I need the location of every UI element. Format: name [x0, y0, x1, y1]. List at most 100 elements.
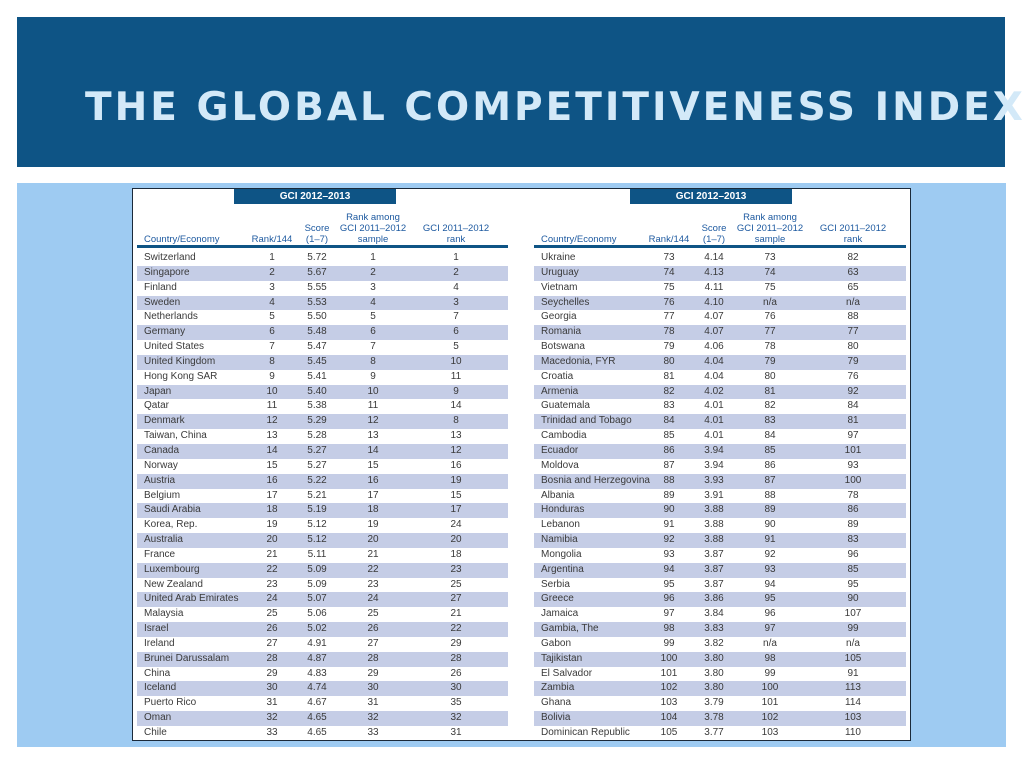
- cell-rank-among: 33: [367, 727, 379, 738]
- cell-score: 3.87: [704, 548, 724, 560]
- cell-prev-rank: 22: [450, 623, 462, 635]
- cell-score: 3.82: [704, 637, 724, 649]
- table-row: Mongolia 93 3.87 92 96: [534, 548, 906, 563]
- cell-rank-among: 8: [370, 355, 376, 367]
- cell-prev-rank: 103: [844, 712, 862, 724]
- table-row: Oman 32 4.65 32 32: [137, 711, 508, 726]
- cell-rank: 87: [663, 459, 675, 471]
- cell-rank: 83: [663, 400, 675, 412]
- cell-score: 4.14: [704, 252, 724, 263]
- table-row: Sweden 4 5.53 4 3: [137, 295, 508, 311]
- cell-rank-among: 31: [367, 697, 379, 709]
- cell-prev-rank: 89: [847, 519, 859, 531]
- cell-rank-among: 81: [764, 385, 776, 397]
- cell-rank-among: 97: [764, 623, 776, 635]
- cell-score: 5.22: [307, 474, 327, 486]
- cell-country: United States: [144, 341, 205, 353]
- cell-country: Uruguay: [541, 266, 579, 278]
- gci-table-figure: GCI 2012–2013 Country/Economy Rank/144 S…: [132, 188, 911, 741]
- cell-rank-among: 80: [764, 370, 776, 382]
- cell-rank: 1: [269, 252, 275, 263]
- cell-score: 3.88: [704, 534, 724, 546]
- cell-rank-among: 103: [761, 727, 779, 738]
- cell-country: Gambia, The: [541, 623, 599, 635]
- cell-rank-among: 89: [764, 504, 776, 516]
- cell-prev-rank: 24: [450, 519, 462, 531]
- cell-rank: 84: [663, 415, 675, 427]
- cell-rank: 16: [266, 474, 278, 486]
- gci-group-header: GCI 2012–2013: [630, 189, 792, 204]
- table-row: New Zealand 23 5.09 23 25: [137, 578, 508, 593]
- cell-rank-among: 86: [764, 459, 776, 471]
- cell-rank-among: 3: [370, 281, 376, 293]
- cell-rank: 79: [663, 341, 675, 353]
- cell-rank-among: 88: [764, 489, 776, 501]
- cell-country: Bolivia: [541, 712, 571, 724]
- cell-country: Hong Kong SAR: [144, 370, 218, 382]
- header-country: Country/Economy: [541, 234, 617, 245]
- cell-rank: 74: [663, 266, 675, 278]
- cell-rank-among: 27: [367, 637, 379, 649]
- cell-rank-among: 79: [764, 355, 776, 367]
- cell-prev-rank: 91: [847, 667, 859, 679]
- cell-prev-rank: 100: [844, 474, 862, 486]
- cell-score: 3.77: [704, 727, 724, 738]
- cell-score: 5.02: [307, 623, 327, 635]
- cell-score: 3.80: [704, 667, 724, 679]
- cell-score: 4.04: [704, 370, 724, 382]
- cell-rank: 29: [266, 667, 278, 679]
- table-row: Korea, Rep. 19 5.12 19 24: [137, 518, 508, 533]
- cell-rank: 81: [663, 370, 675, 382]
- cell-prev-rank: 10: [450, 355, 462, 367]
- cell-country: Macedonia, FYR: [541, 355, 616, 367]
- cell-country: Malaysia: [144, 608, 184, 620]
- table-row: United Arab Emirates 24 5.07 24 27: [137, 592, 508, 608]
- cell-rank-among: 90: [764, 519, 776, 531]
- cell-rank: 22: [266, 563, 278, 575]
- cell-score: 5.53: [307, 296, 327, 308]
- cell-prev-rank: 30: [450, 682, 462, 694]
- cell-rank-among: 87: [764, 474, 776, 486]
- cell-country: Germany: [144, 326, 186, 338]
- cell-rank-among: 18: [367, 504, 379, 516]
- cell-rank-among: 99: [764, 667, 776, 679]
- cell-country: Norway: [144, 459, 178, 471]
- header-prev-rank: GCI 2011–2012 rank: [417, 223, 495, 245]
- cell-score: 4.07: [704, 311, 724, 323]
- table-row: Ghana 103 3.79 101 114: [534, 696, 906, 711]
- cell-rank: 82: [663, 385, 675, 397]
- header-score: Score (1–7): [297, 223, 337, 245]
- cell-prev-rank: 99: [847, 623, 859, 635]
- cell-rank-among: 5: [370, 311, 376, 323]
- cell-rank: 76: [663, 296, 675, 308]
- cell-rank-among: 98: [764, 652, 776, 664]
- table-row: Singapore 2 5.67 2 2: [137, 265, 508, 281]
- table-row: Namibia 92 3.88 91 83: [534, 533, 906, 548]
- column-headers: Country/Economy Rank/144 Score (1–7) Rank…: [137, 209, 508, 245]
- cell-rank: 89: [663, 489, 675, 501]
- cell-rank-among: 11: [367, 400, 379, 412]
- cell-rank: 86: [663, 444, 675, 456]
- cell-country: Switzerland: [144, 252, 196, 263]
- cell-prev-rank: 31: [450, 727, 462, 738]
- cell-prev-rank: 21: [450, 608, 462, 620]
- cell-score: 5.67: [307, 266, 327, 278]
- cell-country: Australia: [144, 534, 183, 546]
- cell-rank: 28: [266, 652, 278, 664]
- cell-country: Iceland: [144, 682, 177, 694]
- cell-rank-among: 73: [764, 252, 776, 263]
- cell-prev-rank: 77: [847, 326, 859, 338]
- cell-rank: 96: [663, 593, 675, 605]
- cell-rank-among: 102: [761, 712, 779, 724]
- cell-prev-rank: 3: [453, 296, 459, 308]
- cell-score: 4.74: [307, 682, 327, 694]
- cell-score: 5.12: [307, 519, 327, 531]
- cell-rank: 104: [660, 712, 678, 724]
- cell-rank-among: 75: [764, 281, 776, 293]
- cell-country: Zambia: [541, 682, 575, 694]
- cell-rank-among: 24: [367, 593, 379, 605]
- cell-rank: 77: [663, 311, 675, 323]
- cell-country: Korea, Rep.: [144, 519, 198, 531]
- cell-rank-among: 28: [367, 652, 379, 664]
- cell-rank: 92: [663, 534, 675, 546]
